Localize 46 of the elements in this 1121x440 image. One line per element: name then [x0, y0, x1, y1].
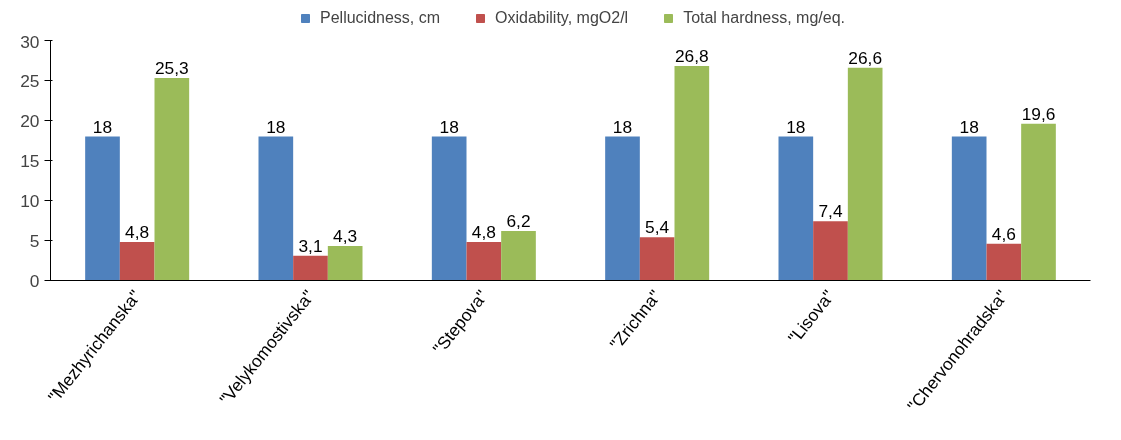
bar	[605, 136, 640, 281]
bar	[85, 136, 120, 281]
y-tick-label: 25	[20, 70, 40, 91]
bar	[674, 66, 710, 281]
data-label: 5,4	[645, 217, 670, 238]
data-label: 25,3	[154, 58, 189, 79]
y-tick-label: 15	[20, 150, 40, 171]
data-label: 18	[439, 116, 459, 137]
bar	[119, 242, 155, 281]
y-tick-label: 0	[29, 270, 40, 291]
data-label: 3,1	[298, 235, 323, 256]
bar	[986, 243, 1022, 281]
data-label: 26,6	[848, 47, 883, 68]
data-label: 18	[266, 116, 286, 137]
bar	[847, 67, 883, 281]
legend-label: Oxidability, mgO2/l	[495, 8, 629, 27]
data-label: 18	[959, 116, 979, 137]
legend-label: Pellucidness, cm	[320, 8, 441, 27]
bar	[951, 136, 987, 281]
data-label: 7,4	[818, 201, 843, 222]
y-tick-label: 5	[29, 230, 40, 251]
bar	[327, 246, 363, 281]
bar	[639, 237, 675, 281]
data-label: 4,8	[471, 222, 496, 243]
bar	[154, 78, 190, 281]
data-label: 4,8	[125, 222, 150, 243]
data-label: 18	[612, 116, 633, 137]
bar	[431, 136, 467, 281]
y-tick-label: 30	[20, 31, 40, 52]
data-label: 4,6	[991, 223, 1016, 244]
data-label: 19,6	[1021, 103, 1056, 124]
data-label: 18	[92, 116, 113, 137]
bar	[466, 242, 502, 281]
data-label: 18	[786, 116, 806, 137]
data-label: 4,3	[333, 226, 358, 247]
bar	[813, 221, 848, 281]
bar	[293, 255, 328, 281]
bar	[1021, 123, 1056, 281]
y-tick-label: 10	[20, 190, 40, 211]
y-tick-label: 20	[20, 110, 40, 131]
bar	[258, 136, 294, 281]
data-label: 6,2	[506, 210, 531, 231]
bar	[501, 230, 536, 281]
legend-label: Total hardness, mg/eq.	[683, 8, 845, 27]
bar	[778, 136, 814, 281]
data-label: 26,8	[674, 46, 709, 67]
